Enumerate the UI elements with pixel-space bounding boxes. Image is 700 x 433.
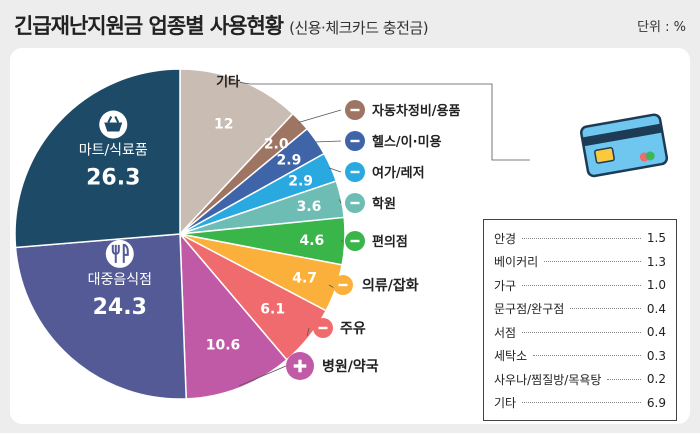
- breakdown-label: 가구: [494, 278, 517, 293]
- wrench-screwdriver-icon: [345, 100, 365, 120]
- leader-line: [306, 327, 310, 336]
- slice-value-label: 10.6: [206, 338, 241, 354]
- dumbbell-icon: [345, 131, 365, 151]
- dotted-leader: [522, 237, 641, 239]
- title-text: 긴급재난지원금 업종별 사용현황: [14, 14, 284, 38]
- breakdown-value: 6.9: [646, 395, 666, 410]
- breakdown-value: 0.3: [646, 348, 666, 363]
- category-label: 주유: [340, 321, 366, 337]
- dotted-leader: [522, 284, 641, 286]
- breakdown-label: 기타: [494, 396, 517, 410]
- pie-slice: [14, 233, 187, 400]
- dotted-leader: [522, 402, 641, 403]
- slice-value-label: 2.9: [288, 173, 313, 189]
- slice-category-label: 대중음식점: [88, 272, 152, 288]
- category-label: 편의점: [372, 234, 408, 250]
- pie-slice: [14, 68, 181, 249]
- leader-line: [298, 109, 342, 123]
- category-label: 여가/레저: [372, 165, 425, 181]
- slice-value-label: 6.1: [260, 301, 285, 317]
- slice-value-label: 2.0: [264, 137, 289, 153]
- breakdown-value: 0.2: [646, 372, 666, 386]
- breakdown-label: 세탁소: [494, 349, 528, 363]
- page-subtitle: (신용·체크카드 충전금): [289, 19, 429, 37]
- slice-value-label: 3.6: [297, 199, 322, 215]
- breakdown-label: 서점: [494, 325, 517, 340]
- slice-value-label: 4.6: [299, 233, 324, 249]
- credit-card-icon: [578, 110, 674, 184]
- breakdown-row: 사우나/찜질방/목욕탕 0.2: [494, 369, 666, 389]
- shirt-icon: [333, 275, 353, 295]
- breakdown-row: 세탁소 0.3: [494, 346, 666, 366]
- breakdown-value: 1.0: [646, 278, 666, 292]
- other-breakdown-table: 안경 1.5 베이커리 1.3 가구 1.0 문구점/완구점 0.4 서점 0.4 세탁소 0.3 사우…: [483, 219, 677, 421]
- unit-label: 단위 : %: [637, 20, 686, 35]
- breakdown-label: 문구점/완구점: [494, 302, 565, 316]
- dotted-leader: [544, 261, 641, 262]
- slice-value-label: 4.7: [292, 271, 317, 287]
- dotted-leader: [522, 331, 641, 333]
- slice-category-label: 마트/식료품: [79, 143, 148, 159]
- category-label: 학원: [372, 196, 396, 212]
- pie-chart: 122.02.92.93.64.64.76.110.6대중음식점24.3마트/식…: [14, 68, 530, 400]
- breakdown-row: 기타 6.9: [494, 393, 666, 413]
- breakdown-value: 1.5: [646, 231, 666, 245]
- book-icon: [345, 193, 365, 213]
- slice-value-label: 2.9: [277, 152, 302, 168]
- leader-line: [239, 82, 530, 161]
- leader-line: [314, 140, 342, 143]
- chart-panel: 12 2.0 2.9 2.9 3.6 4.6 4.7 6.1 10.6 대중음식점 24.3 마트/식…: [10, 48, 690, 424]
- breakdown-value: 0.4: [646, 301, 666, 316]
- pie-slice: [179, 68, 295, 236]
- category-label: 헬스/이·미용: [372, 134, 442, 150]
- leader-line: [328, 284, 335, 289]
- breakdown-row: 안경 1.5: [494, 228, 666, 248]
- slice-value-label: 24.3: [93, 295, 147, 320]
- breakdown-value: 0.4: [646, 325, 666, 339]
- slice-value-label: 26.3: [86, 166, 140, 191]
- breakdown-row: 베이커리 1.3: [494, 252, 666, 272]
- dotted-leader: [570, 308, 641, 309]
- slice-value-label: 12: [214, 117, 233, 133]
- category-label: 병원/약국: [322, 358, 379, 375]
- breakdown-row: 서점 0.4: [494, 322, 666, 342]
- breakdown-row: 가구 1.0: [494, 275, 666, 295]
- fork-knife-icon: [105, 239, 134, 268]
- store-icon: [345, 231, 365, 251]
- breakdown-label: 안경: [494, 231, 517, 246]
- breakdown-label: 사우나/찜질방/목욕탕: [494, 372, 602, 387]
- category-label: 기타: [216, 74, 240, 90]
- medical-cross-icon: [286, 352, 314, 380]
- fuel-pump-icon: [313, 318, 333, 338]
- pie-slice: [179, 231, 288, 400]
- leader-line: [328, 167, 342, 173]
- category-label: 의류/잡화: [362, 277, 419, 294]
- breakdown-row: 문구점/완구점 0.4: [494, 299, 666, 319]
- page-title: 긴급재난지원금 업종별 사용현황 (신용·체크카드 충전금): [14, 10, 429, 40]
- leader-line: [338, 199, 342, 204]
- breakdown-value: 1.3: [646, 254, 666, 269]
- dotted-leader: [533, 355, 641, 356]
- category-label: 자동차정비/용품: [372, 103, 461, 119]
- breakdown-label: 베이커리: [494, 255, 539, 269]
- leader-line: [238, 365, 287, 387]
- dotted-leader: [607, 378, 641, 380]
- music-note-icon: [345, 162, 365, 182]
- shopping-basket-icon: [99, 110, 128, 139]
